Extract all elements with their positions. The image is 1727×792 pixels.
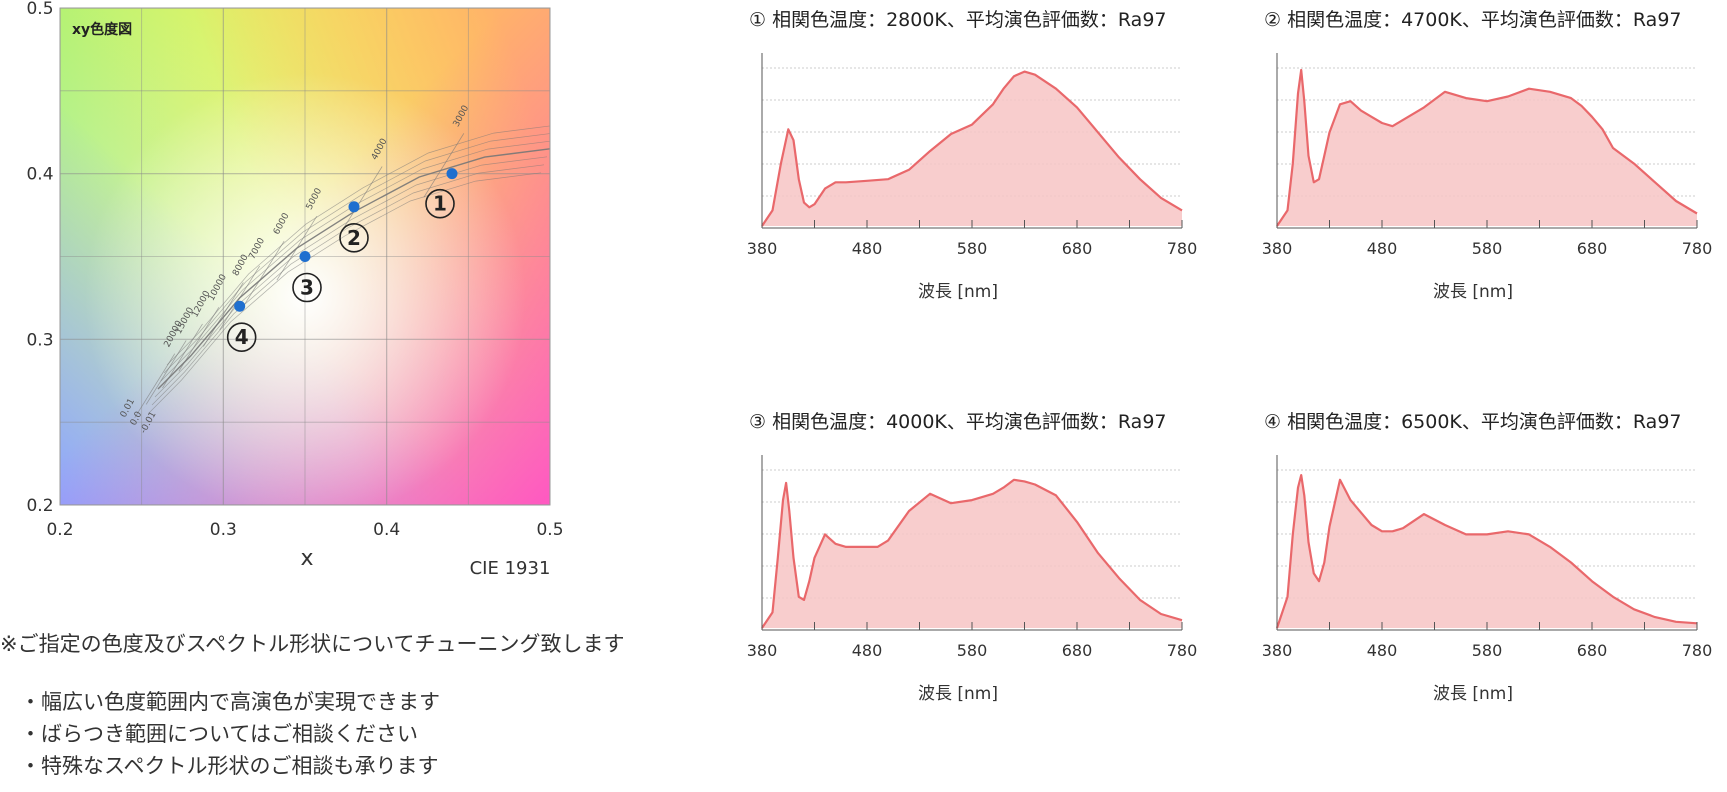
y-tick-label: 0.5 [26, 0, 53, 19]
isotherm-line [423, 133, 465, 198]
spectrum-area [1277, 475, 1697, 628]
spectrum-tick-label: 480 [1367, 239, 1398, 258]
spectrum-chart: ① 相関色温度：2800K、平均演色評価数：Ra97 380 480 580 680 78… [747, 9, 1198, 302]
spectrum-tick-label: 380 [1262, 641, 1293, 660]
x-tick-label: 0.3 [210, 520, 237, 540]
spectrum-x-axis-label: 波長 [nm] [1433, 282, 1513, 302]
point-label: 1 [433, 192, 447, 216]
point-label-circle [226, 322, 257, 353]
chromaticity-point [446, 168, 458, 180]
duv-offset-line [166, 125, 550, 366]
spectrum-tick-label: 780 [1167, 641, 1198, 660]
cie-x-axis-label: x [300, 546, 313, 571]
spectrum-chart: ④ 相関色温度：6500K、平均演色評価数：Ra97 380 480 580 680 78… [1262, 411, 1713, 704]
spectrum-tick-label: 680 [1577, 641, 1608, 660]
isotherm-line [162, 323, 203, 389]
isotherm-line [134, 353, 176, 418]
spectrum-line [761, 478, 1183, 629]
isotherm-line [243, 240, 285, 306]
spectrum-tick-label: 580 [957, 239, 988, 258]
spectrum-title: ① 相関色温度：2800K、平均演色評価数：Ra97 [749, 9, 1167, 31]
spectrum-area [1277, 70, 1697, 226]
spectrum-title: ③ 相関色温度：4000K、平均演色評価数：Ra97 [749, 411, 1167, 433]
isotherm-line [202, 282, 244, 347]
spectrum-line [761, 70, 1183, 227]
spectrum-tick-label: 480 [1367, 641, 1398, 660]
spectrum-title: ④ 相関色温度：6500K、平均演色評価数：Ra97 [1264, 411, 1682, 433]
cie-axes: 0.2 0.3 0.4 0.5 0.2 0.3 0.4 0.5 [26, 0, 563, 540]
cie-title: xy色度図 [72, 21, 132, 38]
tuning-note: ※ご指定の色度及びスペクトル形状についてチューニング致します [0, 632, 625, 656]
cie-chromaticity-diagram: 3000400050006000700080001000012000150002… [26, 0, 563, 579]
isotherm-line [341, 166, 383, 231]
spectrum-area [762, 71, 1182, 226]
planckian-locus-band [134, 125, 550, 418]
spectrum-tick-label: 380 [1262, 239, 1293, 258]
chromaticity-points: 1 2 3 4 [226, 168, 458, 353]
spectrum-tick-label: 580 [1472, 239, 1503, 258]
cie-footnote: CIE 1931 [470, 558, 551, 579]
point-label-circle [339, 223, 369, 253]
spectrum-tick-label: 780 [1682, 239, 1713, 258]
chromaticity-point [299, 251, 311, 262]
spectrum-chart: ③ 相関色温度：4000K、平均演色評価数：Ra97 380 480 580 680 78… [747, 411, 1198, 704]
y-tick-label: 0.3 [26, 330, 53, 350]
spectrum-tick-label: 680 [1577, 239, 1608, 258]
spectrum-tick-label: 680 [1062, 239, 1093, 258]
duv-offset-line [160, 140, 550, 382]
chromaticity-point [234, 300, 246, 312]
spectrum-line [1276, 68, 1698, 227]
spectrum-x-axis-label: 波長 [nm] [1433, 684, 1513, 704]
spectrum-tick-label: 480 [852, 641, 883, 660]
isotherm-line [145, 340, 187, 405]
duv-offset-line [154, 156, 548, 398]
spectrum-tick-label: 380 [747, 239, 778, 258]
spectrum-line [1275, 474, 1698, 629]
spectrum-charts: ① 相関色温度：2800K、平均演色評価数：Ra97 380 480 580 680 78… [747, 9, 1713, 704]
cie-plot-frame [59, 7, 551, 506]
point-label: 2 [347, 226, 361, 250]
x-tick-label: 0.4 [373, 520, 400, 540]
duv-offset-line [151, 164, 545, 406]
spectrum-x-axis-label: 波長 [nm] [918, 282, 998, 302]
duv-offset-line [148, 172, 542, 414]
isotherm-line [276, 216, 318, 281]
spectrum-tick-label: 680 [1062, 641, 1093, 660]
y-tick-label: 0.4 [26, 165, 53, 185]
note-bullet: ・特殊なスペクトル形状のご相談も承ります [20, 754, 439, 778]
isotherm-line [178, 307, 220, 372]
point-label-circle [292, 272, 322, 303]
y-tick-label: 0.2 [26, 496, 53, 516]
spectrum-tick-label: 780 [1682, 641, 1713, 660]
spectrum-tick-label: 480 [852, 239, 883, 258]
spectrum-title: ② 相関色温度：4700K、平均演色評価数：Ra97 [1264, 9, 1682, 31]
x-tick-label: 0.2 [46, 520, 73, 540]
note-bullet: ・ばらつき範囲についてはご相談ください [20, 722, 418, 746]
spectrum-tick-label: 580 [1472, 641, 1503, 660]
spectrum-x-axis-label: 波長 [nm] [918, 684, 998, 704]
spectrum-tick-label: 380 [747, 641, 778, 660]
x-tick-label: 0.5 [536, 520, 563, 540]
point-label-circle [425, 188, 455, 219]
planckian-locus-line [157, 148, 550, 390]
spectrum-tick-label: 580 [957, 641, 988, 660]
spectrum-chart: ② 相関色温度：4700K、平均演色評価数：Ra97 380 480 580 680 78… [1262, 9, 1713, 302]
spectrum-tick-label: 780 [1167, 239, 1198, 258]
chromaticity-point [348, 201, 360, 213]
spectrum-area [762, 479, 1182, 628]
point-label: 4 [235, 325, 249, 349]
isotherm-line [219, 265, 261, 331]
note-bullet: ・幅広い色度範囲内で高演色が実現できます [20, 690, 440, 714]
point-label: 3 [300, 276, 314, 300]
